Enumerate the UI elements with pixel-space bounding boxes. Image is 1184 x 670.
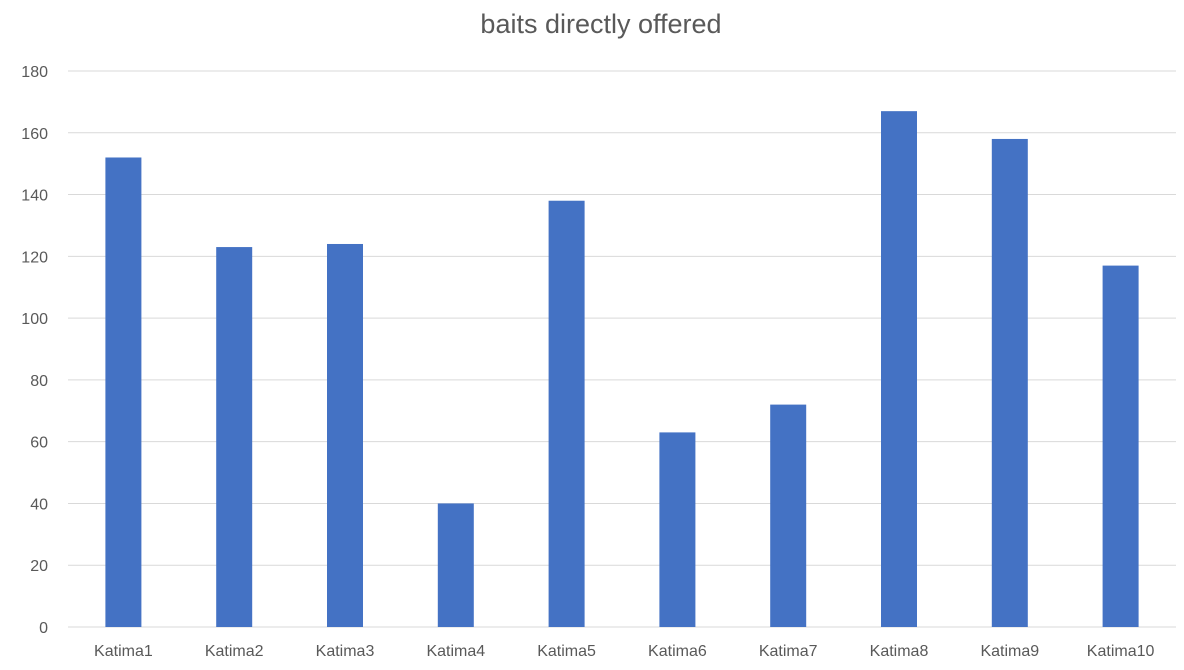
y-tick-label: 0 bbox=[39, 620, 48, 637]
x-tick-label: Katima6 bbox=[648, 643, 707, 660]
bar-katima5 bbox=[548, 200, 585, 627]
x-tick-label: Katima8 bbox=[870, 643, 929, 660]
bar-katima4 bbox=[437, 503, 474, 627]
bar-katima1 bbox=[105, 157, 142, 627]
y-tick-label: 120 bbox=[21, 249, 48, 266]
x-tick-label: Katima5 bbox=[537, 643, 596, 660]
y-tick-label: 20 bbox=[30, 558, 48, 575]
x-tick-label: Katima4 bbox=[426, 643, 485, 660]
bar-katima3 bbox=[327, 243, 363, 627]
y-tick-label: 100 bbox=[21, 311, 48, 328]
x-tick-label: Katima3 bbox=[316, 643, 375, 660]
x-tick-label: Katima1 bbox=[94, 643, 153, 660]
y-axis-tick-labels: 0 20 40 60 80 100 120 140 160 180 bbox=[21, 64, 48, 637]
bar-katima2 bbox=[216, 247, 253, 628]
y-tick-label: 160 bbox=[21, 126, 48, 143]
x-tick-label: Katima7 bbox=[759, 643, 818, 660]
y-tick-label: 60 bbox=[30, 435, 48, 452]
x-tick-label: Katima2 bbox=[205, 643, 264, 660]
bar-katima9 bbox=[991, 138, 1028, 627]
y-tick-label: 40 bbox=[30, 496, 48, 513]
gridlines bbox=[68, 70, 1176, 628]
y-tick-label: 140 bbox=[21, 188, 48, 205]
bar-katima8 bbox=[881, 111, 917, 627]
bar-katima7 bbox=[770, 404, 807, 627]
bars bbox=[105, 111, 1139, 628]
x-axis-tick-labels: Katima1 Katima2 Katima3 Katima4 Katima5 Katim… bbox=[94, 643, 1154, 660]
x-tick-label: Katima10 bbox=[1087, 643, 1155, 660]
chart-title: baits directly offered bbox=[480, 9, 721, 39]
y-tick-label: 80 bbox=[30, 373, 48, 390]
x-tick-label: Katima9 bbox=[980, 643, 1039, 660]
bar-katima6 bbox=[659, 432, 696, 627]
y-tick-label: 180 bbox=[21, 64, 48, 81]
bar-katima10 bbox=[1102, 265, 1139, 627]
